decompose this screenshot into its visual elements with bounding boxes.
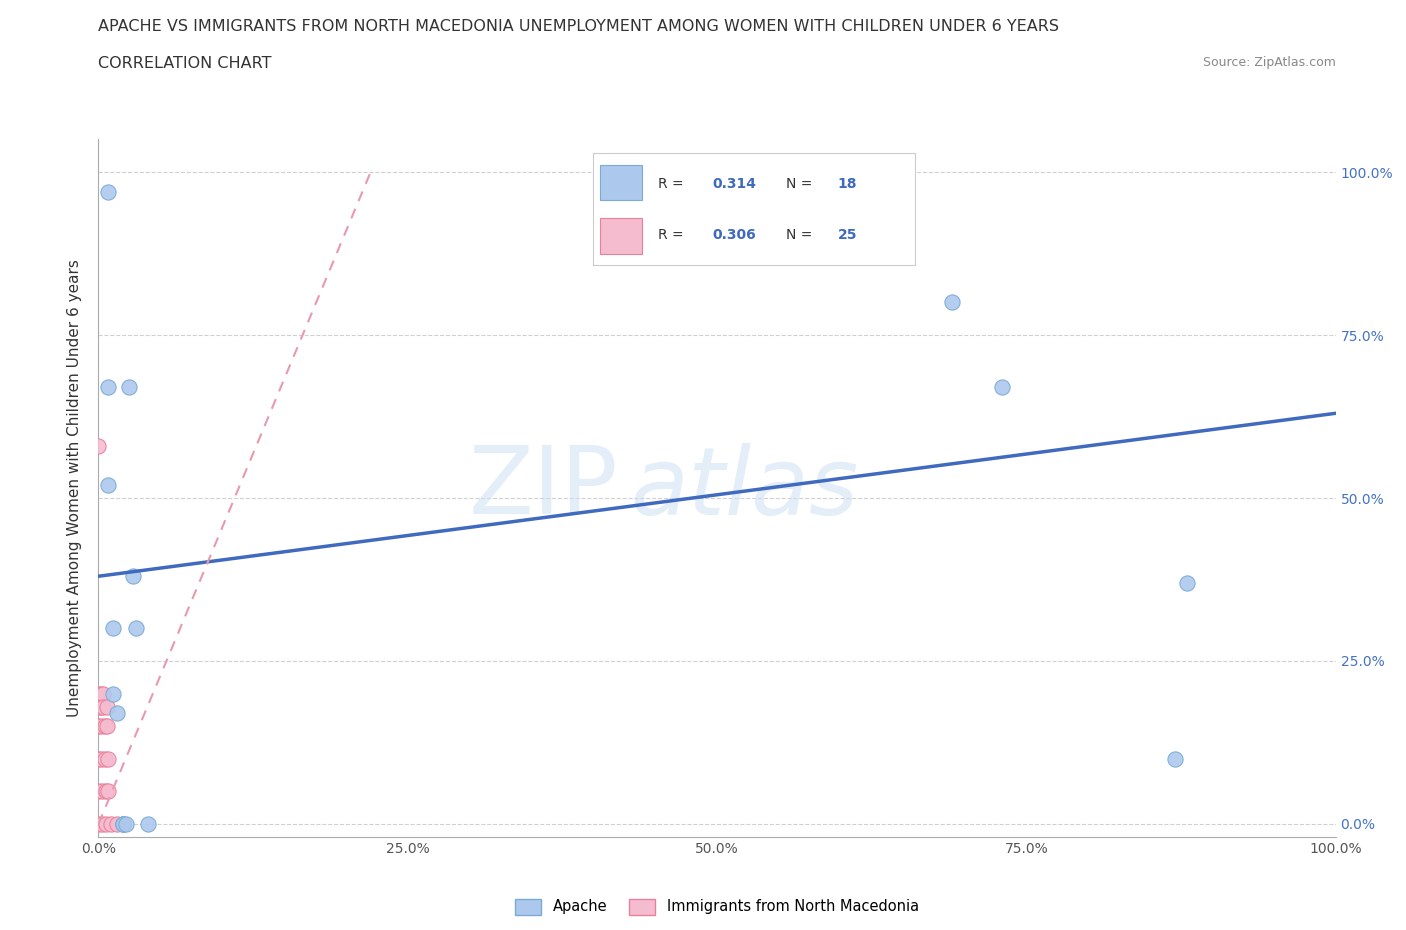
Point: [124, 621, 146, 636]
Text: APACHE VS IMMIGRANTS FROM NORTH MACEDONIA UNEMPLOYMENT AMONG WOMEN WITH CHILDREN: APACHE VS IMMIGRANTS FROM NORTH MACEDONI…: [98, 19, 1059, 33]
Point: [90, 719, 112, 734]
Point: [1175, 576, 1198, 591]
Point: [112, 817, 135, 831]
Text: CORRELATION CHART: CORRELATION CHART: [98, 56, 271, 71]
Point: [97, 477, 120, 492]
Point: [103, 621, 125, 636]
Point: [87, 784, 110, 799]
Text: ZIP: ZIP: [468, 443, 619, 534]
Point: [1164, 751, 1187, 766]
Point: [87, 699, 110, 714]
Point: [91, 817, 114, 831]
Point: [90, 751, 112, 766]
Point: [100, 817, 122, 831]
Point: [105, 817, 128, 831]
Text: Source: ZipAtlas.com: Source: ZipAtlas.com: [1202, 56, 1336, 69]
Point: [91, 784, 114, 799]
Point: [97, 751, 120, 766]
Point: [94, 817, 117, 831]
Point: [87, 751, 110, 766]
Point: [114, 817, 136, 831]
Point: [87, 686, 110, 701]
Point: [87, 719, 110, 734]
Point: [87, 438, 110, 453]
Point: [97, 784, 120, 799]
Point: [122, 569, 145, 584]
Point: [97, 379, 120, 394]
Text: atlas: atlas: [630, 443, 859, 534]
Point: [105, 706, 128, 721]
Point: [93, 719, 115, 734]
Point: [990, 379, 1012, 394]
Point: [136, 817, 159, 831]
Point: [96, 719, 118, 734]
Legend: Apache, Immigrants from North Macedonia: Apache, Immigrants from North Macedonia: [509, 893, 925, 921]
Point: [90, 699, 112, 714]
Point: [93, 751, 115, 766]
Point: [112, 817, 135, 831]
Point: [90, 686, 112, 701]
Point: [112, 817, 135, 831]
Y-axis label: Unemployment Among Women with Children Under 6 years: Unemployment Among Women with Children U…: [67, 259, 83, 717]
Point: [118, 379, 141, 394]
Point: [941, 295, 963, 310]
Point: [93, 686, 115, 701]
Point: [93, 699, 115, 714]
Point: [94, 784, 117, 799]
Point: [87, 817, 110, 831]
Point: [96, 699, 118, 714]
Point: [97, 184, 120, 199]
Point: [103, 686, 125, 701]
